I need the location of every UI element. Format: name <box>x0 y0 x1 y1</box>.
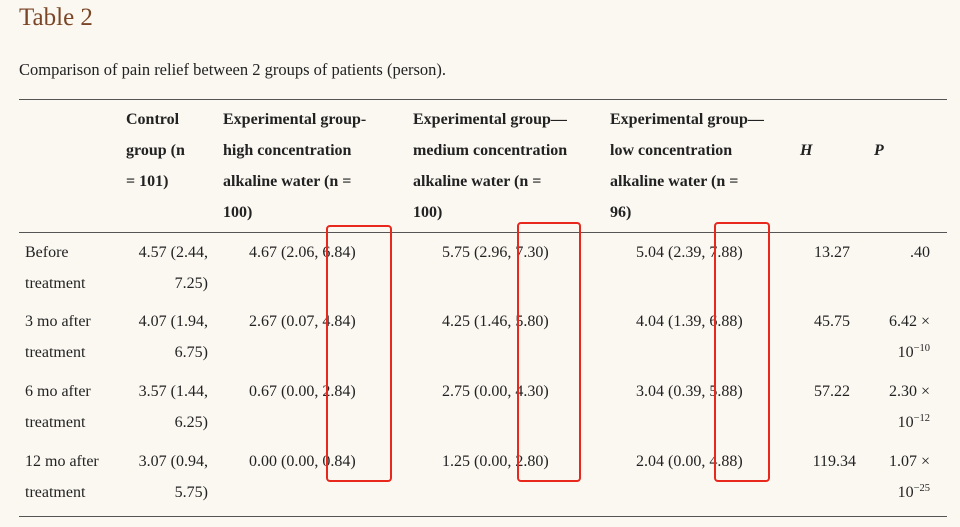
cell-p: 6.42 × 10−10 <box>860 306 930 368</box>
header-medium-line: medium concentration <box>413 142 568 159</box>
row-label-line: treatment <box>25 484 86 501</box>
header-low-line: Experimental group— <box>610 111 764 128</box>
cell-p: 2.30 × 10−12 <box>860 376 930 438</box>
row-label-line: treatment <box>25 275 86 292</box>
header-control-line: Control <box>126 111 180 128</box>
row-label-line: Before <box>25 244 69 261</box>
header-control-line: group (n <box>126 142 185 159</box>
p-exponent: −12 <box>913 413 930 424</box>
header-high-line: high concentration <box>223 142 352 159</box>
cell-h: 57.22 <box>814 383 850 400</box>
p-base: 10 <box>897 484 914 501</box>
p-base: 10 <box>897 414 914 431</box>
p-base: 10 <box>897 344 914 361</box>
cell-p-line: .40 <box>910 244 930 261</box>
p-exponent: −25 <box>913 483 930 494</box>
cell-control: 4.57 (2.44, 7.25) <box>120 237 208 299</box>
header-low-line: 96) <box>610 204 632 221</box>
row-label-line: 6 mo after <box>25 383 91 400</box>
cell-high: 0.67 (0.00, 2.84) <box>249 383 356 400</box>
cell-control-line: 6.75) <box>174 344 208 361</box>
cell-p-exponent-line: 10−12 <box>860 407 930 438</box>
cell-h: 45.75 <box>814 313 850 330</box>
cell-control-line: 7.25) <box>174 275 208 292</box>
cell-h: 13.27 <box>814 244 850 261</box>
row-label: 12 mo after treatment <box>25 446 99 508</box>
row-label-line: treatment <box>25 414 86 431</box>
cell-p-exponent-line: 10−25 <box>860 477 930 508</box>
header-control: Control group (n = 101) <box>126 104 216 197</box>
header-low-line: low concentration <box>610 142 733 159</box>
cell-p-line: 6.42 × <box>888 313 930 330</box>
table-caption: Comparison of pain relief between 2 grou… <box>19 60 447 79</box>
header-medium-line: 100) <box>413 204 443 221</box>
header-high-line: 100) <box>223 204 253 221</box>
cell-control-line: 4.07 (1.94, <box>138 313 208 330</box>
cell-control-line: 3.57 (1.44, <box>138 383 208 400</box>
row-label: 6 mo after treatment <box>25 376 91 438</box>
cell-control-line: 3.07 (0.94, <box>138 453 208 470</box>
row-label-line: 12 mo after <box>25 453 99 470</box>
table-top-rule <box>19 99 947 100</box>
cell-p: 1.07 × 10−25 <box>860 446 930 508</box>
header-medium-line: Experimental group— <box>413 111 567 128</box>
cell-medium: 4.25 (1.46, 5.80) <box>442 313 549 330</box>
cell-p-line: 1.07 × <box>888 453 930 470</box>
header-low-concentration: Experimental group— low concentration al… <box>610 104 790 228</box>
cell-medium: 2.75 (0.00, 4.30) <box>442 383 549 400</box>
row-label: Before treatment <box>25 237 85 299</box>
cell-control: 3.57 (1.44, 6.25) <box>120 376 208 438</box>
highlight-box-high <box>326 225 392 482</box>
header-medium-line: alkaline water (n = <box>413 173 542 190</box>
highlight-box-medium <box>517 222 581 482</box>
row-label-line: treatment <box>25 344 86 361</box>
cell-control-line: 4.57 (2.44, <box>138 244 208 261</box>
cell-high: 4.67 (2.06, 6.84) <box>249 244 356 261</box>
header-high-concentration: Experimental group- high concentration a… <box>223 104 403 228</box>
header-p: P <box>874 142 884 159</box>
cell-medium: 1.25 (0.00, 2.80) <box>442 453 549 470</box>
cell-control-line: 5.75) <box>174 484 208 501</box>
cell-medium: 5.75 (2.96, 7.30) <box>442 244 549 261</box>
row-label: 3 mo after treatment <box>25 306 91 368</box>
cell-p-line: 2.30 × <box>888 383 930 400</box>
cell-p-exponent-line: 10−10 <box>860 337 930 368</box>
header-medium-concentration: Experimental group— medium concentration… <box>413 104 598 228</box>
p-exponent: −10 <box>913 343 930 354</box>
cell-control: 3.07 (0.94, 5.75) <box>120 446 208 508</box>
table-header-rule <box>19 232 947 233</box>
cell-control: 4.07 (1.94, 6.75) <box>120 306 208 368</box>
header-control-line: = 101) <box>126 173 169 190</box>
cell-h: 119.34 <box>812 453 856 470</box>
header-h: H <box>800 142 813 159</box>
cell-p: .40 <box>860 237 930 268</box>
cell-high: 0.00 (0.00, 0.84) <box>249 453 356 470</box>
table-bottom-rule <box>19 516 947 517</box>
header-low-line: alkaline water (n = <box>610 173 739 190</box>
cell-high: 2.67 (0.07, 4.84) <box>249 313 356 330</box>
cell-control-line: 6.25) <box>174 414 208 431</box>
row-label-line: 3 mo after <box>25 313 91 330</box>
header-high-line: Experimental group- <box>223 111 367 128</box>
table-title: Table 2 <box>19 4 93 31</box>
header-high-line: alkaline water (n = <box>223 173 352 190</box>
highlight-box-low <box>714 222 770 482</box>
